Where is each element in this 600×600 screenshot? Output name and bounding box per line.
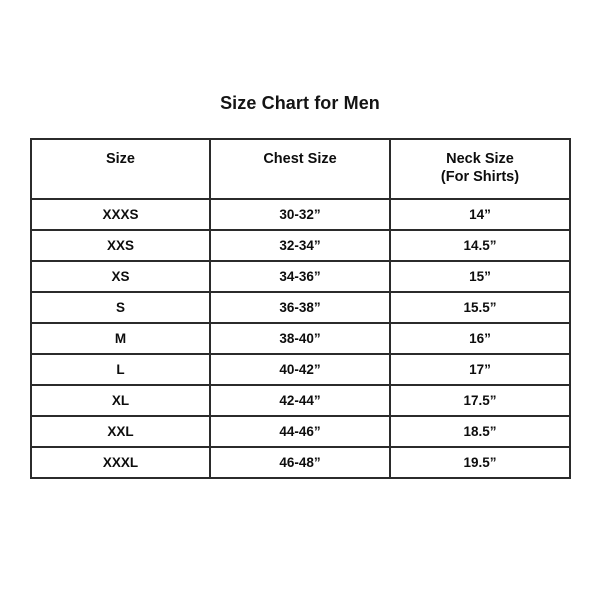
cell-neck-size: 17” (389, 353, 571, 386)
column-header-neck-size-label: Neck Size (446, 151, 514, 167)
cell-neck-size: 16” (389, 322, 571, 355)
table-body: XXXS 30-32” 14” XXS 32-34” 14.5” XS 34-3… (30, 198, 571, 479)
cell-chest-size: 30-32” (209, 198, 391, 231)
table-row: M 38-40” 16” (30, 322, 571, 355)
table-row: XS 34-36” 15” (30, 260, 571, 293)
cell-size: L (30, 353, 211, 386)
column-header-size: Size (30, 138, 211, 200)
table-row: XXXS 30-32” 14” (30, 198, 571, 231)
column-header-neck-size: Neck Size (For Shirts) (389, 138, 571, 200)
cell-size: S (30, 291, 211, 324)
size-chart-table: Size Chest Size Neck Size (For Shirts) X… (30, 138, 571, 479)
cell-neck-size: 14” (389, 198, 571, 231)
column-header-size-label: Size (105, 151, 135, 167)
size-chart-table-container: Size Chest Size Neck Size (For Shirts) X… (30, 138, 571, 479)
cell-size: XL (30, 384, 211, 417)
column-header-chest-size-label: Chest Size (263, 151, 337, 167)
page-title: Size Chart for Men (220, 93, 380, 113)
column-header-chest-size: Chest Size (209, 138, 391, 200)
cell-chest-size: 46-48” (209, 446, 391, 479)
cell-chest-size: 36-38” (209, 291, 391, 324)
table-header-row: Size Chest Size Neck Size (For Shirts) (30, 138, 571, 200)
cell-size: XXL (30, 415, 211, 448)
table-row: L 40-42” 17” (30, 353, 571, 386)
cell-neck-size: 15.5” (389, 291, 571, 324)
cell-chest-size: 32-34” (209, 229, 391, 262)
cell-chest-size: 42-44” (209, 384, 391, 417)
cell-chest-size: 44-46” (209, 415, 391, 448)
cell-size: M (30, 322, 211, 355)
cell-chest-size: 38-40” (209, 322, 391, 355)
cell-neck-size: 18.5” (389, 415, 571, 448)
cell-size: XXS (30, 229, 211, 262)
cell-neck-size: 15” (389, 260, 571, 293)
cell-size: XXXL (30, 446, 211, 479)
table-row: XXL 44-46” 18.5” (30, 415, 571, 448)
table-row: S 36-38” 15.5” (30, 291, 571, 324)
cell-neck-size: 19.5” (389, 446, 571, 479)
cell-chest-size: 40-42” (209, 353, 391, 386)
cell-size: XXXS (30, 198, 211, 231)
cell-chest-size: 34-36” (209, 260, 391, 293)
table-row: XXS 32-34” 14.5” (30, 229, 571, 262)
cell-neck-size: 17.5” (389, 384, 571, 417)
cell-size: XS (30, 260, 211, 293)
table-row: XXXL 46-48” 19.5” (30, 446, 571, 479)
cell-neck-size: 14.5” (389, 229, 571, 262)
table-row: XL 42-44” 17.5” (30, 384, 571, 417)
column-header-neck-size-sublabel: (For Shirts) (440, 169, 520, 185)
table-header: Size Chest Size Neck Size (For Shirts) (30, 138, 571, 200)
